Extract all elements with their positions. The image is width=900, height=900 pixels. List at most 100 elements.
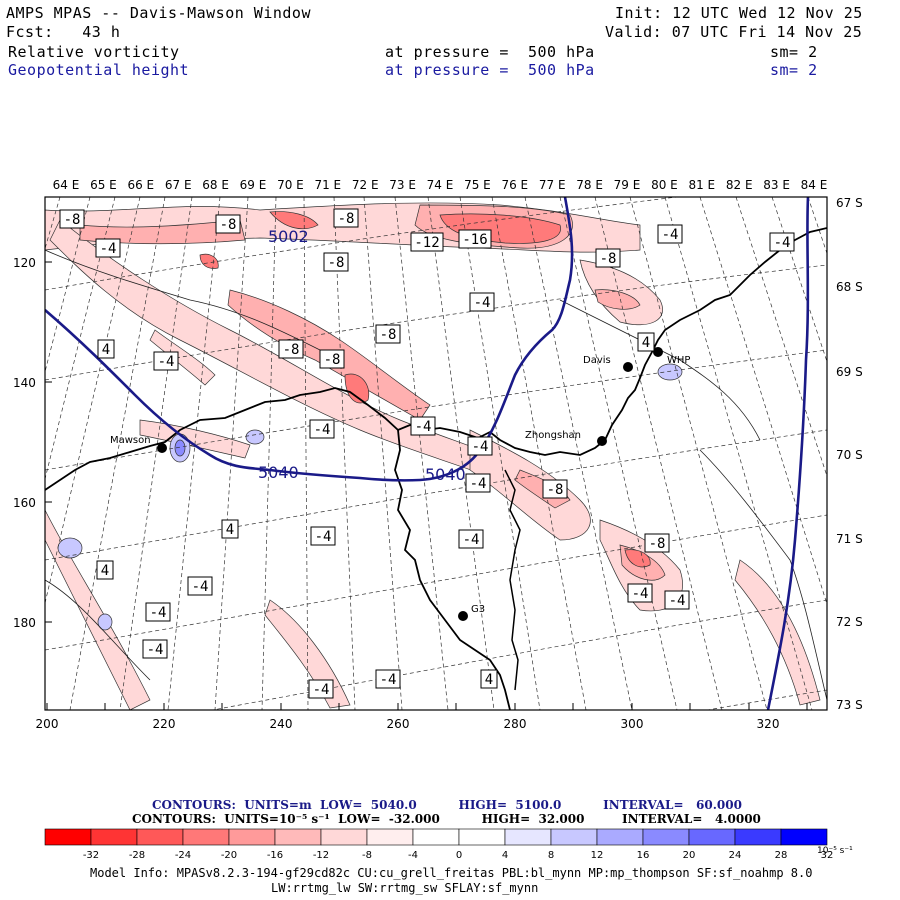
field1-name: Relative vorticity bbox=[8, 43, 180, 61]
svg-text:4: 4 bbox=[226, 522, 234, 538]
colorbar-swatch bbox=[596, 828, 644, 846]
init-time: Init: 12 UTC Wed 12 Nov 25 bbox=[615, 4, 863, 22]
lon-label: 76 E bbox=[501, 178, 528, 192]
height-contours bbox=[45, 197, 810, 710]
colorbar-tick: -12 bbox=[313, 850, 329, 861]
vorticity-label: -8 bbox=[59, 209, 85, 229]
svg-text:-4: -4 bbox=[470, 476, 487, 492]
field1-level: at pressure = 500 hPa bbox=[385, 43, 595, 61]
colorbar-tick: 8 bbox=[548, 850, 554, 861]
colorbar-tick: -32 bbox=[83, 850, 99, 861]
svg-text:-8: -8 bbox=[283, 342, 300, 358]
svg-text:-4: -4 bbox=[463, 532, 480, 548]
colorbar-tick: -8 bbox=[362, 850, 372, 861]
vorticity-label: 4 bbox=[637, 332, 655, 352]
y-tick: 120 bbox=[13, 256, 36, 270]
svg-text:-4: -4 bbox=[100, 241, 117, 257]
svg-text:-8: -8 bbox=[324, 352, 341, 368]
svg-text:-8: -8 bbox=[380, 327, 397, 343]
colorbar-tick: -4 bbox=[408, 850, 418, 861]
lon-label: 80 E bbox=[651, 178, 678, 192]
colorbar-swatch bbox=[734, 828, 782, 846]
svg-text:-4: -4 bbox=[314, 422, 331, 438]
vorticity-label: -8 bbox=[319, 349, 345, 369]
vorticity-label: -4 bbox=[308, 679, 334, 699]
svg-text:4: 4 bbox=[101, 563, 109, 579]
svg-text:-8: -8 bbox=[649, 536, 666, 552]
vorticity-label: 4 bbox=[480, 669, 498, 689]
vorticity-label: -4 bbox=[153, 351, 179, 371]
colorbar-swatch bbox=[504, 828, 552, 846]
colorbar-tick: 16 bbox=[637, 850, 650, 861]
colorbar-swatch bbox=[182, 828, 230, 846]
stations: Mawson Davis WHP Zhongshan G3 bbox=[110, 347, 690, 621]
vorticity-label: -4 bbox=[187, 576, 213, 596]
lat-label: 71 S bbox=[836, 532, 863, 546]
colorbar: -32 -28 -24 -20 -16 -12 -8 -4 0 4 8 12 16 20 24 28 3210⁻… bbox=[44, 828, 853, 861]
model-physics: LW:rrtmg_lw SW:rrtmg_sw SFLAY:sf_mynn bbox=[271, 881, 539, 895]
lon-label: 79 E bbox=[614, 178, 641, 192]
lon-label: 72 E bbox=[352, 178, 379, 192]
svg-text:-4: -4 bbox=[632, 586, 649, 602]
lat-label: 69 S bbox=[836, 365, 863, 379]
svg-text:-4: -4 bbox=[415, 419, 432, 435]
lon-label: 64 E bbox=[53, 178, 80, 192]
svg-text:-4: -4 bbox=[669, 593, 686, 609]
colorbar-tick: -24 bbox=[175, 850, 191, 861]
svg-text:4: 4 bbox=[642, 335, 650, 351]
lon-label: 68 E bbox=[202, 178, 229, 192]
vorticity-label: -12 bbox=[410, 232, 444, 252]
colorbar-units: 10⁻⁵ s⁻¹ bbox=[817, 846, 853, 856]
lat-label: 73 S bbox=[836, 698, 863, 712]
vorticity-label: -4 bbox=[458, 529, 484, 549]
x-tick: 320 bbox=[757, 717, 780, 731]
colorbar-swatch bbox=[366, 828, 414, 846]
station-whp: WHP bbox=[667, 355, 690, 366]
vorticity-label: -4 bbox=[410, 416, 436, 436]
lon-label: 78 E bbox=[576, 178, 603, 192]
height-label: 5040 bbox=[425, 465, 466, 484]
model-info: Model Info: MPASv8.2.3-194-gf29cd82c CU:… bbox=[90, 866, 813, 880]
lon-label: 81 E bbox=[688, 178, 715, 192]
vorticity-label: -8 bbox=[323, 252, 349, 272]
vorticity-label: 4 bbox=[96, 560, 114, 580]
colorbar-tick: -28 bbox=[129, 850, 145, 861]
vorticity-label: -4 bbox=[664, 590, 690, 610]
colorbar-swatch bbox=[458, 828, 506, 846]
vorticity-label: -8 bbox=[278, 339, 304, 359]
lon-label: 69 E bbox=[240, 178, 267, 192]
x-tick: 260 bbox=[387, 717, 410, 731]
coastline bbox=[45, 227, 827, 491]
colorbar-swatch bbox=[780, 828, 828, 846]
colorbar-tick: 24 bbox=[729, 850, 742, 861]
svg-text:-4: -4 bbox=[474, 295, 491, 311]
lon-label: 66 E bbox=[127, 178, 154, 192]
station-g3: G3 bbox=[471, 604, 485, 615]
svg-text:-4: -4 bbox=[158, 354, 175, 370]
lon-label: 84 E bbox=[801, 178, 828, 192]
colorbar-tick: -16 bbox=[267, 850, 283, 861]
x-tick: 200 bbox=[36, 717, 59, 731]
lat-label: 72 S bbox=[836, 615, 863, 629]
svg-text:-4: -4 bbox=[147, 642, 164, 658]
svg-text:-4: -4 bbox=[662, 227, 679, 243]
height-label: 5040 bbox=[258, 463, 299, 482]
colorbar-swatch bbox=[320, 828, 368, 846]
colorbar-tick: 32 bbox=[821, 850, 834, 861]
vorticity-label: -8 bbox=[644, 533, 670, 553]
lon-label: 82 E bbox=[726, 178, 753, 192]
field2-smoothing: sm= 2 bbox=[770, 61, 818, 79]
vorticity-labels: -8 -8 -8 -4 -12 -16 -4 -8 -4 -8 -8 -8 -4 -8 4 4 -4 -4 -4 -4… bbox=[59, 208, 795, 699]
field2-name: Geopotential height bbox=[8, 61, 190, 79]
field2-level: at pressure = 500 hPa bbox=[385, 61, 595, 79]
colorbar-swatch bbox=[642, 828, 690, 846]
lat-label: 67 S bbox=[836, 196, 863, 210]
lon-label: 70 E bbox=[277, 178, 304, 192]
svg-text:-8: -8 bbox=[338, 211, 355, 227]
svg-text:-16: -16 bbox=[462, 232, 487, 248]
vorticity-label: -4 bbox=[627, 583, 653, 603]
vorticity-label: 4 bbox=[221, 519, 239, 539]
vorticity-label: -4 bbox=[145, 602, 171, 622]
vorticity-contour-info: CONTOURS: UNITS=10⁻⁵ s⁻¹ LOW= -32.000 HI… bbox=[132, 812, 761, 826]
colorbar-swatch bbox=[44, 828, 92, 846]
